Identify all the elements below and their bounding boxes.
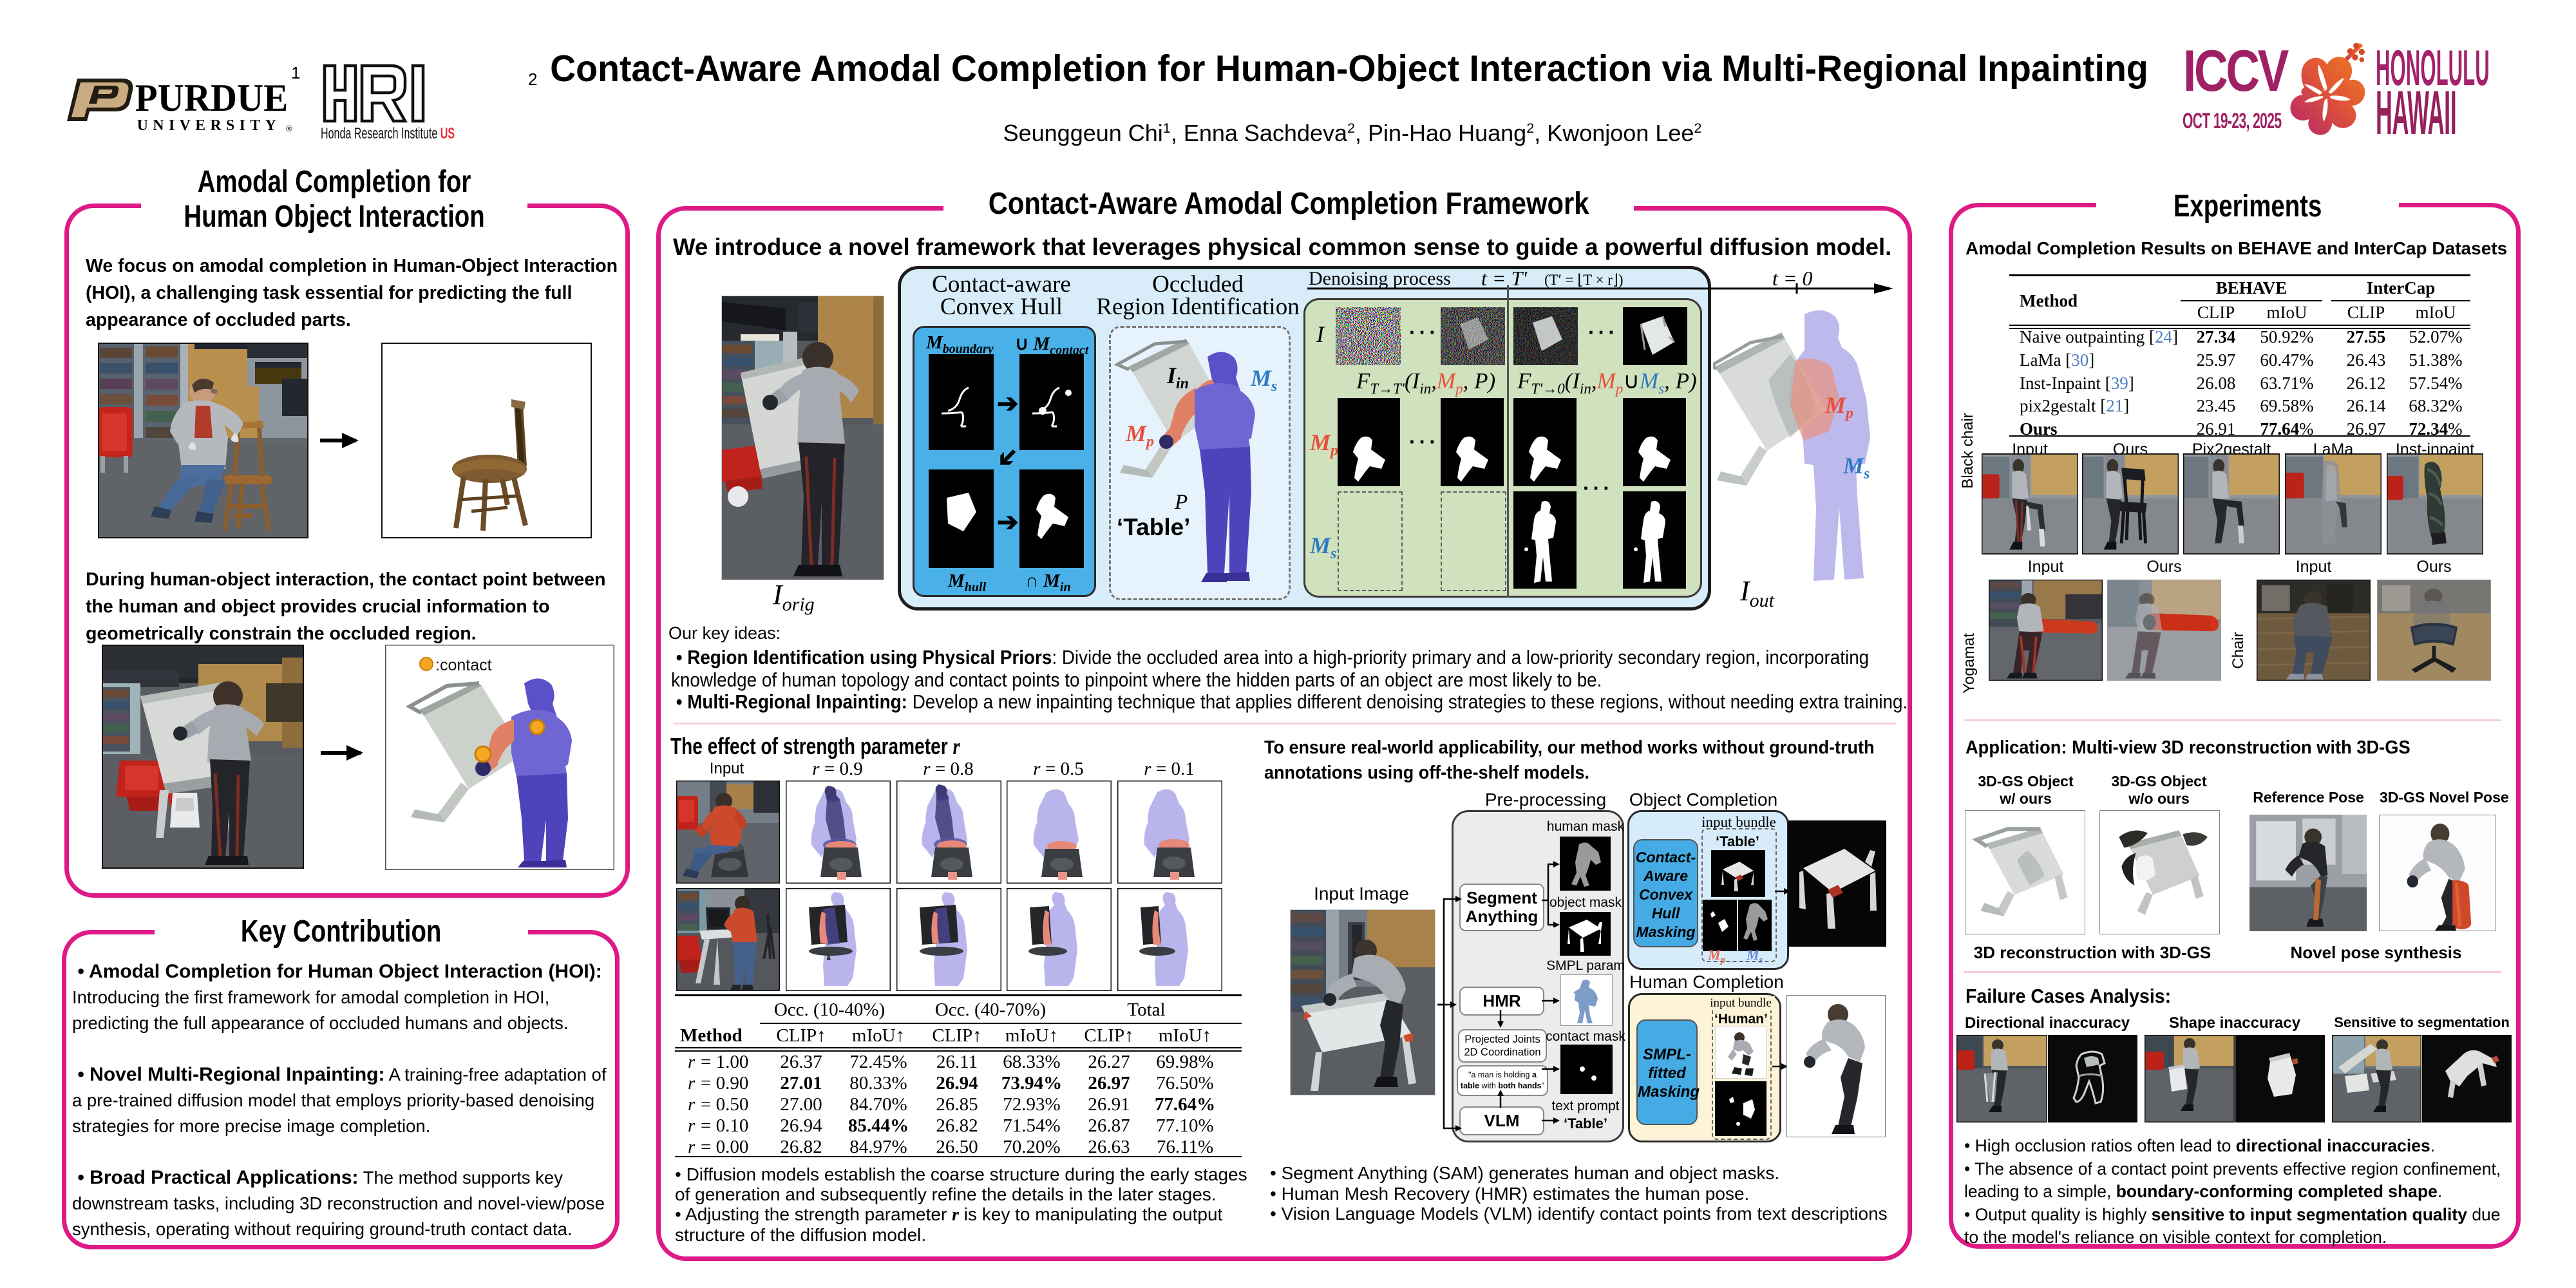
svg-text::contact: :contact	[435, 656, 492, 674]
svg-text:PURDUE: PURDUE	[135, 77, 288, 120]
svg-text:UNIVERSITY: UNIVERSITY	[137, 117, 281, 134]
svg-text:®: ®	[286, 124, 292, 133]
svg-text:Honda Research Institute US: Honda Research Institute US	[321, 126, 455, 142]
svg-text:ICCV: ICCV	[2183, 38, 2289, 104]
svg-text:OCT 19-23, 2025: OCT 19-23, 2025	[2183, 108, 2282, 133]
svg-text:HAWAII: HAWAII	[2376, 79, 2456, 144]
svg-text:HONOLULU: HONOLULU	[2376, 39, 2490, 96]
